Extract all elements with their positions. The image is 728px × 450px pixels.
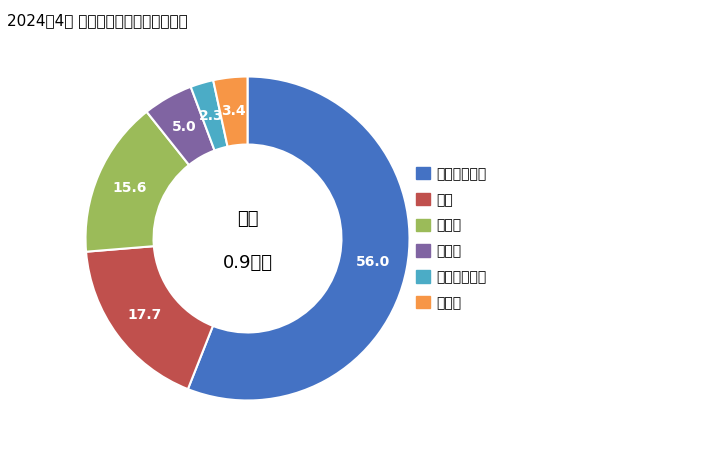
Wedge shape: [86, 246, 213, 389]
Wedge shape: [146, 87, 215, 165]
Text: 0.9億円: 0.9億円: [223, 254, 272, 272]
Text: 2.3: 2.3: [199, 109, 223, 123]
Text: 5.0: 5.0: [172, 120, 197, 134]
Legend: スウェーデン, 米国, ドイツ, インド, フィンランド, その他: スウェーデン, 米国, ドイツ, インド, フィンランド, その他: [416, 167, 486, 310]
Wedge shape: [213, 76, 248, 147]
Text: 15.6: 15.6: [113, 180, 147, 195]
Text: 17.7: 17.7: [127, 308, 162, 322]
Text: 総額: 総額: [237, 210, 258, 228]
Wedge shape: [85, 112, 189, 252]
Text: 2024年4月 輸入相手国のシェア（％）: 2024年4月 輸入相手国のシェア（％）: [7, 14, 188, 28]
Text: 56.0: 56.0: [356, 256, 390, 270]
Wedge shape: [188, 76, 410, 400]
Wedge shape: [191, 80, 228, 150]
Text: 3.4: 3.4: [221, 104, 246, 118]
